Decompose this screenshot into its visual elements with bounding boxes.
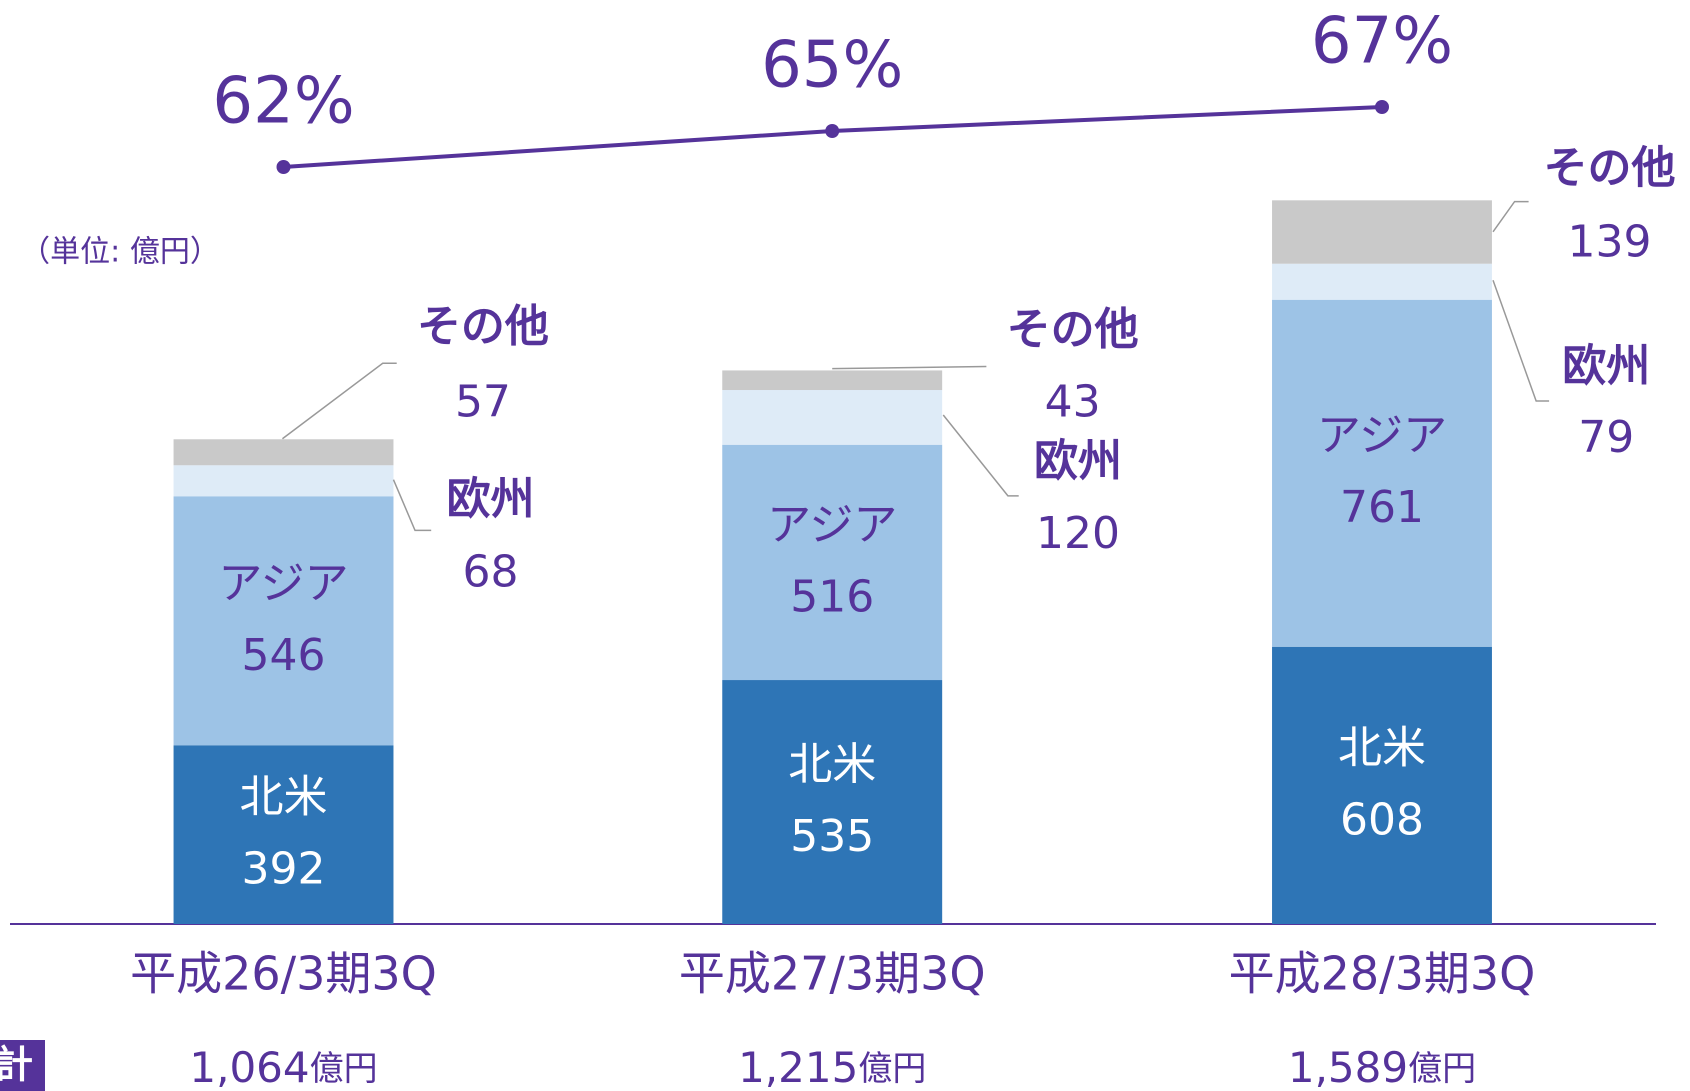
- leader-line: [942, 414, 1019, 497]
- data-label: 516: [790, 571, 874, 622]
- data-label: 68: [462, 547, 518, 598]
- data-label: 120: [1036, 508, 1120, 559]
- bar-segment: [173, 465, 394, 497]
- data-label: 608: [1340, 794, 1424, 845]
- data-label: 546: [242, 630, 326, 681]
- segment-name: アジア: [1317, 410, 1447, 461]
- ratio-label: 62%: [212, 65, 354, 139]
- data-label: 392: [242, 844, 326, 895]
- ratio-label: 67%: [1311, 5, 1453, 79]
- unit-label: （単位: 億円）: [20, 235, 220, 270]
- ratio-point: [276, 160, 291, 174]
- segment-name: 欧州: [446, 473, 534, 524]
- bar-segment: [1272, 299, 1492, 647]
- total-value: 1,589: [1288, 1043, 1408, 1091]
- segment-name: 北米: [240, 772, 328, 823]
- leader-line: [1492, 200, 1529, 233]
- total-value: 1,064: [189, 1043, 309, 1091]
- bar-segment: [1272, 200, 1492, 264]
- leader-line: [832, 365, 987, 370]
- bar-segment: [722, 370, 943, 391]
- bar-segment: [722, 444, 943, 681]
- data-label: 57: [455, 376, 511, 427]
- segment-name: アジア: [218, 558, 348, 609]
- segment-name: 欧州: [1562, 341, 1650, 392]
- total-label-box: [0, 1040, 45, 1091]
- x-tick-label: 平成27/3期3Q: [679, 947, 986, 1001]
- x-tick-label: 平成28/3期3Q: [1229, 947, 1536, 1001]
- total-value: 1,215: [738, 1043, 858, 1091]
- segment-name: その他: [417, 301, 549, 352]
- bar-segment: [722, 680, 943, 924]
- segment-name: その他: [1007, 304, 1139, 355]
- x-tick-label: 平成26/3期3Q: [130, 947, 437, 1001]
- total-unit: 億円: [1408, 1049, 1476, 1089]
- leader-line: [392, 479, 432, 532]
- bar-segment: [1272, 646, 1492, 924]
- total: 1,589億円: [1288, 1043, 1476, 1091]
- segment-name: その他: [1543, 142, 1675, 193]
- total-unit: 億円: [858, 1049, 926, 1089]
- total-unit: 億円: [310, 1049, 378, 1089]
- ratio-point: [1374, 100, 1389, 114]
- ratio-label: 65%: [761, 29, 903, 103]
- segment-name: 欧州: [1034, 436, 1122, 487]
- leader-line: [1492, 280, 1550, 402]
- total: 1,215億円: [738, 1043, 926, 1091]
- segment-name: アジア: [767, 499, 897, 550]
- data-label: 535: [790, 811, 874, 862]
- data-label: 139: [1567, 217, 1651, 268]
- bar-segment: [173, 745, 394, 924]
- segment-name: 北米: [788, 739, 876, 790]
- bar-segment: [173, 439, 394, 466]
- ratio-point: [825, 124, 840, 138]
- bar-segment: [1272, 263, 1492, 300]
- data-label: 43: [1045, 376, 1101, 427]
- data-label: 79: [1578, 412, 1634, 463]
- total-label: 計: [0, 1043, 33, 1087]
- bar-segment: [173, 496, 394, 746]
- leader-line: [281, 362, 397, 440]
- bar-segment: [722, 390, 943, 445]
- segment-name: 北米: [1338, 722, 1426, 773]
- total: 1,064億円: [189, 1043, 377, 1091]
- data-label: 761: [1340, 482, 1424, 533]
